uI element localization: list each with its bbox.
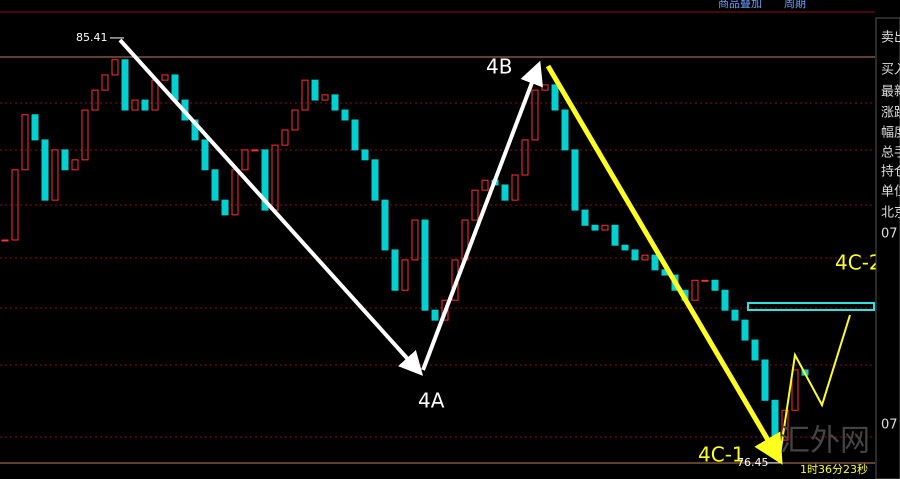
- candle: [401, 259, 409, 291]
- candle: [501, 184, 509, 201]
- candle: [611, 224, 619, 246]
- candle: [81, 109, 89, 161]
- candle: [711, 279, 719, 291]
- candle: [561, 109, 569, 151]
- side-label: 单位: [881, 185, 900, 200]
- candle: [571, 149, 579, 211]
- annotation: 4A: [418, 389, 445, 413]
- candle: [321, 94, 329, 101]
- candle: [1, 239, 9, 242]
- candle: [731, 309, 739, 321]
- candle: [211, 169, 219, 201]
- candle: [351, 119, 359, 151]
- candle: [111, 59, 119, 76]
- candle: [41, 139, 49, 201]
- candle: [231, 169, 239, 216]
- candle: [221, 199, 229, 216]
- candle: [261, 149, 269, 211]
- candle: [631, 249, 639, 261]
- candle: [251, 149, 259, 152]
- side-panel: [875, 17, 900, 479]
- candle: [551, 84, 559, 111]
- candle: [131, 99, 139, 111]
- timer: 1时36分23秒: [800, 462, 868, 476]
- candle: [291, 109, 299, 131]
- annotation-arrows: [118, 38, 875, 465]
- candle: [771, 399, 779, 441]
- candle: [151, 79, 159, 111]
- candle: [421, 219, 429, 311]
- candle: [591, 224, 599, 231]
- side-label: 持仓: [881, 165, 900, 180]
- candle: [281, 129, 289, 146]
- candle: [781, 409, 789, 441]
- toolbar-link[interactable]: 商品叠加: [718, 0, 762, 10]
- candle: [311, 79, 319, 101]
- price-label: 85.41: [76, 31, 108, 44]
- candle: [391, 249, 399, 291]
- side-label: 07: [881, 227, 898, 242]
- candle: [241, 149, 249, 171]
- candle: [621, 244, 629, 251]
- candle: [371, 159, 379, 201]
- candle: [761, 359, 769, 401]
- candle: [31, 114, 39, 141]
- candle: [91, 89, 99, 111]
- candle: [521, 139, 529, 176]
- candle: [71, 159, 79, 171]
- candle: [791, 369, 799, 411]
- candle: [121, 59, 129, 111]
- candle: [601, 224, 609, 231]
- watermark: 汇外网: [780, 424, 870, 459]
- candle: [651, 254, 659, 271]
- side-label: 北京: [881, 206, 900, 221]
- candle: [271, 144, 279, 211]
- candle: [701, 279, 709, 282]
- price-label: 76.45: [737, 456, 769, 469]
- side-label: 买入: [881, 63, 900, 78]
- candle: [531, 89, 539, 141]
- candle: [21, 114, 29, 171]
- candle: [341, 109, 349, 121]
- candle: [721, 289, 729, 311]
- candle: [141, 99, 149, 111]
- candle: [191, 119, 199, 141]
- side-label: 幅度: [881, 125, 900, 141]
- candle: [331, 94, 339, 111]
- candle: [641, 254, 649, 261]
- annotation: 4B: [486, 55, 512, 79]
- candle: [431, 309, 439, 321]
- toolbar-link[interactable]: 周期: [784, 0, 806, 10]
- candle: [541, 84, 549, 91]
- candle: [511, 174, 519, 201]
- side-label: 总手: [881, 146, 900, 161]
- candle: [691, 279, 699, 301]
- candle: [481, 179, 489, 191]
- candle: [201, 139, 209, 171]
- candle: [361, 149, 369, 161]
- side-label: 最新: [881, 84, 900, 100]
- candle: [381, 199, 389, 251]
- candle: [11, 169, 19, 241]
- candle: [411, 219, 419, 261]
- annotation: 4C-1: [698, 443, 745, 467]
- side-label: 涨跌: [881, 105, 900, 121]
- candle: [471, 189, 479, 221]
- candle: [51, 149, 59, 201]
- side-label: 卖出: [881, 31, 900, 46]
- candle: [441, 299, 449, 321]
- candle: [101, 74, 109, 91]
- candle: [751, 339, 759, 361]
- candle: [301, 79, 309, 111]
- candle: [581, 209, 589, 226]
- candle: [741, 319, 749, 341]
- annotation: 4C-2: [835, 251, 882, 275]
- candle: [61, 149, 69, 171]
- side-label: 07: [881, 418, 898, 433]
- candle: [161, 74, 169, 81]
